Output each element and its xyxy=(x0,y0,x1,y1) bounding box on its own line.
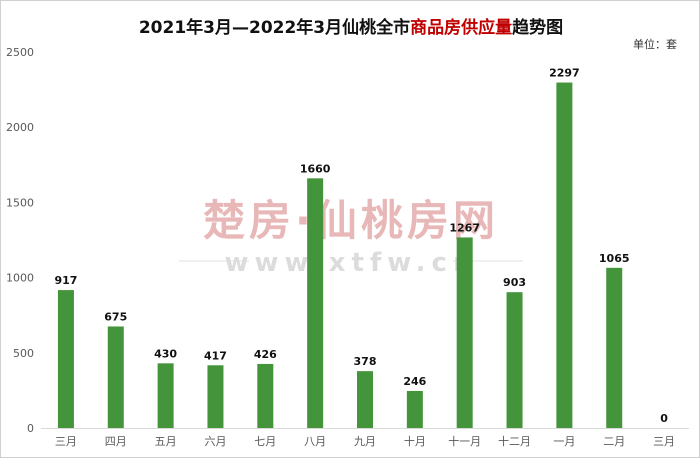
x-tick-label: 十一月 xyxy=(448,434,481,448)
y-tick-label: 2500 xyxy=(6,46,34,59)
bar xyxy=(257,363,274,428)
watermark-text-cn: 楚房·仙桃房网 xyxy=(203,196,499,245)
chart-title-highlight: 商品房供应量 xyxy=(410,18,513,38)
chart-title-part3: 趋势图 xyxy=(512,18,564,38)
bar xyxy=(506,292,523,428)
data-labels: 917 675 430 417 426 1660 378 246 1267 903 2297 1065… xyxy=(54,67,668,425)
x-tick-label: 一月 xyxy=(553,435,575,448)
y-tick-label: 2000 xyxy=(6,121,34,134)
bar xyxy=(357,371,373,428)
data-label: 246 xyxy=(403,375,426,388)
data-label: 917 xyxy=(54,274,77,287)
chart-title: 2021年3月—2022年3月仙桃全市商品房供应量趋势图 xyxy=(1,13,700,38)
axes: 0 500 1000 1500 2000 2500 三月 四月 五月 六月 七月 八月 九月 十月 十一月 十… xyxy=(6,46,689,448)
watermark: 楚房·仙桃房网 www.xtfw.cn xyxy=(179,196,523,278)
y-tick-label: 0 xyxy=(27,422,34,435)
x-tick-label: 六月 xyxy=(204,435,226,448)
data-label: 675 xyxy=(104,310,127,323)
bar xyxy=(606,267,623,428)
x-tick-label: 十二月 xyxy=(498,434,531,448)
bar xyxy=(456,237,473,428)
bar xyxy=(307,178,324,428)
x-tick-label: 十月 xyxy=(404,434,426,448)
unit-label: 单位：套 xyxy=(633,38,677,51)
y-tick-label: 1000 xyxy=(6,272,34,285)
x-tick-label: 五月 xyxy=(155,435,177,448)
x-tick-label: 八月 xyxy=(304,435,326,448)
data-label: 1065 xyxy=(599,252,630,265)
data-label: 2297 xyxy=(549,67,580,80)
data-label: 0 xyxy=(660,412,668,425)
x-tick-label: 三月 xyxy=(55,435,77,448)
x-tick-label: 三月 xyxy=(653,435,675,448)
bar xyxy=(107,326,124,428)
data-label: 378 xyxy=(354,355,377,368)
x-tick-label: 二月 xyxy=(603,435,625,448)
bars xyxy=(57,82,623,429)
data-label: 417 xyxy=(204,349,227,362)
bar xyxy=(207,365,224,428)
x-tick-label: 九月 xyxy=(354,435,376,448)
y-tick-label: 1500 xyxy=(6,196,34,209)
x-tick-label: 四月 xyxy=(105,435,127,448)
data-label: 430 xyxy=(154,347,177,360)
x-tick-label: 七月 xyxy=(254,435,276,448)
watermark-text-url: www.xtfw.cn xyxy=(225,248,478,278)
data-label: 903 xyxy=(503,276,526,289)
y-tick-label: 500 xyxy=(13,347,34,360)
chart-title-part1: 2021年3月—2022年3月仙桃全市 xyxy=(138,18,411,38)
data-label: 1267 xyxy=(449,221,480,234)
data-label: 426 xyxy=(254,348,277,361)
bar xyxy=(406,391,423,428)
bar xyxy=(57,290,74,428)
data-label: 1660 xyxy=(300,162,331,175)
bar xyxy=(556,82,573,429)
bar xyxy=(157,363,174,428)
